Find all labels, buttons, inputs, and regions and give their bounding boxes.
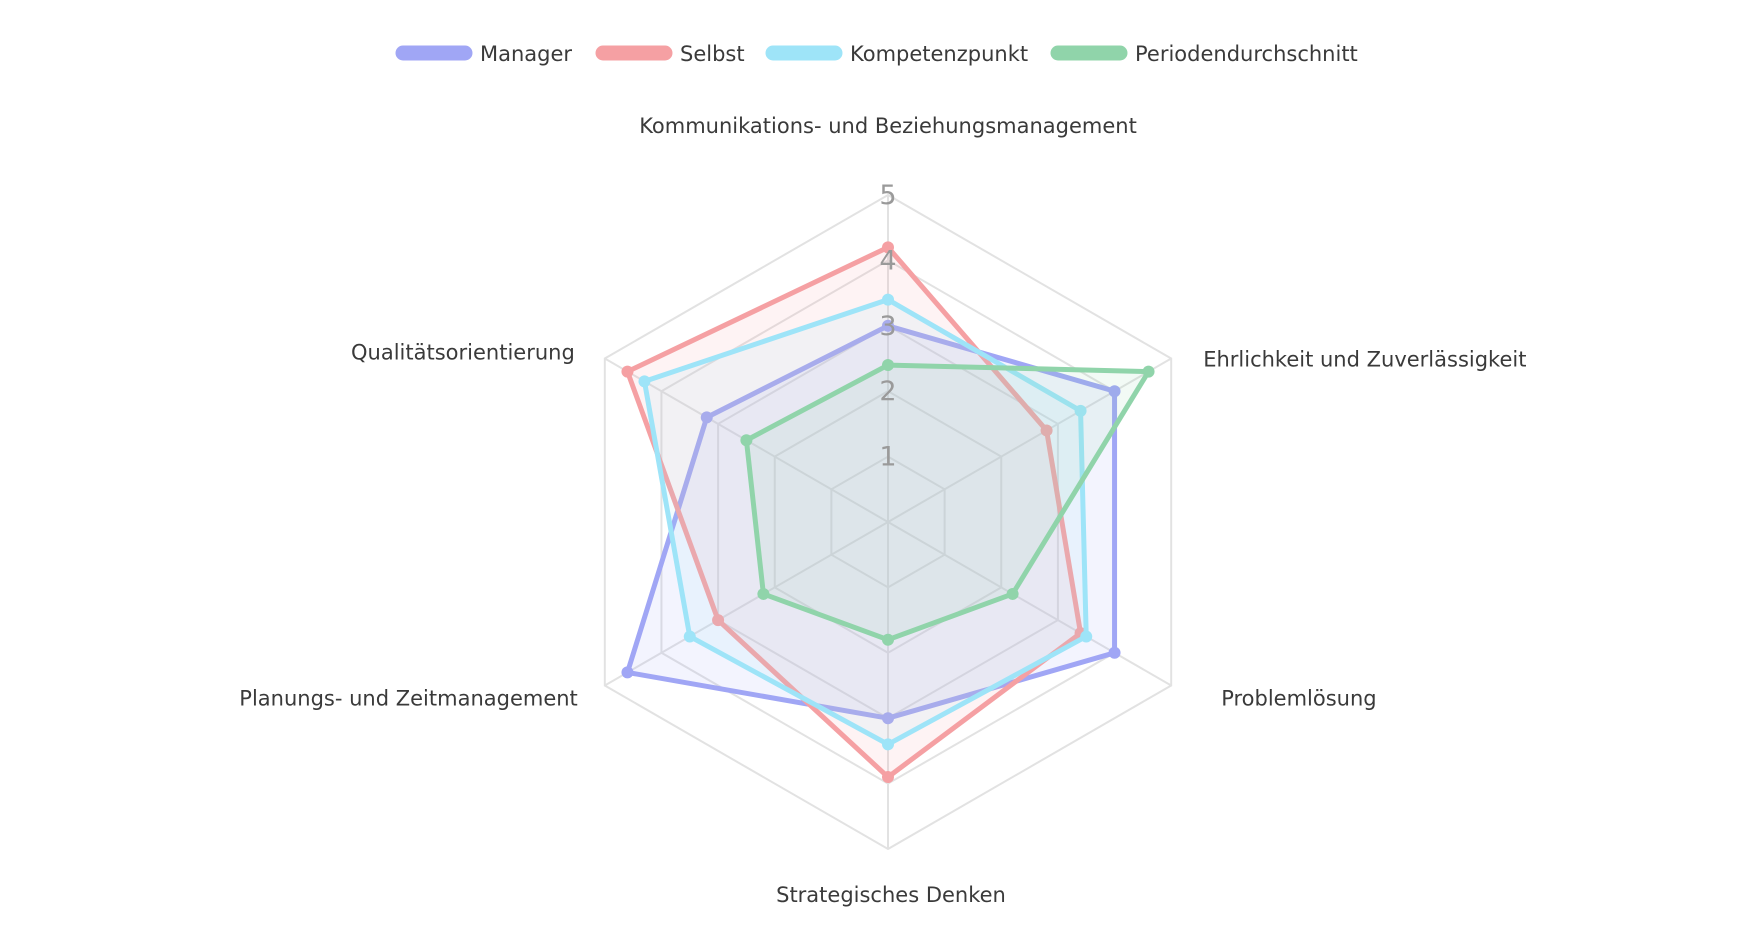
series-selbst: [621, 241, 1087, 784]
axis-label-strategisches-denken: Strategisches Denken: [776, 883, 1006, 907]
axis-label-planungs-und-zeitmanagement: Planungs- und Zeitmanagement: [239, 687, 578, 711]
series-periodendurchschnitt: [740, 359, 1155, 646]
legend-label-periodendurchschnitt: Periodendurchschnitt: [1135, 42, 1358, 66]
series-kompetenzpunkt: [638, 293, 1093, 751]
series-layer: [621, 241, 1155, 784]
tick-labels: 1 2 3 4 5: [879, 180, 896, 473]
tick-label-3: 3: [879, 311, 896, 342]
point-kompetenzpunkt-qualitaetsorientierung: [638, 375, 651, 388]
point-kompetenzpunkt-ehrlichkeit-und-zuverlaessigkeit: [1074, 404, 1087, 417]
point-selbst-qualitaetsorientierung: [621, 365, 634, 378]
point-kompetenzpunkt-kommunikations-und-beziehungsmanagement: [882, 293, 894, 306]
legend: Manager Selbst Kompetenzpunkt Periodendurch…: [395, 42, 1358, 66]
axis-labels: Kommunikations- und Beziehungsmanagement…: [239, 114, 1526, 907]
legend-item-manager[interactable]: Manager: [395, 42, 572, 66]
point-manager-strategisches-denken: [882, 712, 894, 725]
tick-label-4: 4: [879, 245, 896, 276]
axis-label-problemloesung: Problemlösung: [1221, 687, 1376, 711]
legend-item-kompetenzpunkt[interactable]: Kompetenzpunkt: [765, 42, 1028, 66]
spoke-ehrlichkeit-und-zuverlaessigkeit: [887, 357, 1172, 523]
point-kompetenzpunkt-planungs-und-zeitmanagement: [683, 630, 696, 643]
tick-label-5: 5: [879, 180, 896, 211]
tick-label-2: 2: [879, 376, 896, 407]
point-periodendurchschnitt-kommunikations-und-beziehungsmanagement: [882, 359, 894, 372]
spoke-planungs-und-zeitmanagement: [604, 521, 889, 687]
point-manager-ehrlichkeit-und-zuverlaessigkeit: [1108, 385, 1121, 398]
legend-item-selbst[interactable]: Selbst: [595, 42, 745, 66]
point-periodendurchschnitt-problemloesung: [1006, 587, 1019, 600]
axis-label-qualitaetsorientierung: Qualitätsorientierung: [351, 341, 575, 365]
spoke-problemloesung: [887, 521, 1172, 687]
point-periodendurchschnitt-qualitaetsorientierung: [740, 434, 753, 447]
legend-label-selbst: Selbst: [680, 42, 745, 66]
point-kompetenzpunkt-strategisches-denken: [882, 738, 894, 751]
series-manager: [621, 319, 1121, 725]
legend-label-manager: Manager: [480, 42, 572, 66]
point-selbst-ehrlichkeit-und-zuverlaessigkeit: [1040, 424, 1053, 437]
point-selbst-planungs-und-zeitmanagement: [712, 614, 725, 627]
legend-item-periodendurchschnitt[interactable]: Periodendurchschnitt: [1050, 42, 1358, 66]
axis-label-kommunikations-und-beziehungsmanagement: Kommunikations- und Beziehungsmanagement: [639, 114, 1137, 138]
point-manager-kommunikations-und-beziehungsmanagement: [882, 319, 894, 332]
point-periodendurchschnitt-strategisches-denken: [882, 633, 894, 646]
point-kompetenzpunkt-problemloesung: [1080, 630, 1093, 643]
point-periodendurchschnitt-ehrlichkeit-und-zuverlaessigkeit: [1142, 365, 1155, 378]
axis-label-ehrlichkeit-und-zuverlaessigkeit: Ehrlichkeit und Zuverlässigkeit: [1203, 348, 1526, 372]
legend-label-kompetenzpunkt: Kompetenzpunkt: [850, 42, 1028, 66]
point-manager-planungs-und-zeitmanagement: [621, 666, 634, 679]
point-manager-qualitaetsorientierung: [700, 411, 713, 424]
point-selbst-kommunikations-und-beziehungsmanagement: [882, 241, 894, 254]
tick-label-1: 1: [879, 442, 896, 473]
point-periodendurchschnitt-planungs-und-zeitmanagement: [757, 587, 770, 600]
point-manager-problemloesung: [1108, 646, 1121, 659]
point-selbst-strategisches-denken: [882, 771, 894, 784]
